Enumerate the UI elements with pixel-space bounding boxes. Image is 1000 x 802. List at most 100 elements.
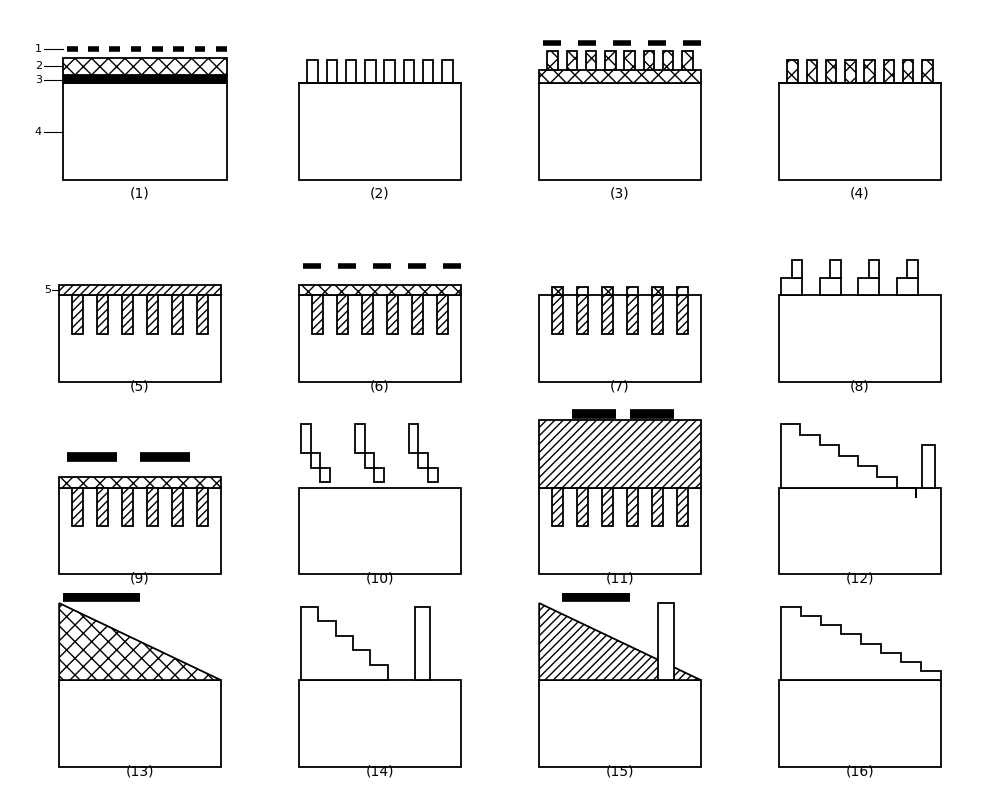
Bar — [299, 680, 461, 767]
Bar — [311, 453, 320, 468]
Bar — [779, 83, 941, 180]
Bar — [586, 51, 596, 70]
Bar — [387, 295, 398, 334]
Polygon shape — [301, 607, 388, 680]
Polygon shape — [59, 603, 221, 680]
Bar — [792, 261, 802, 277]
Bar — [903, 60, 913, 83]
Bar — [320, 468, 330, 482]
Bar — [552, 488, 563, 526]
Text: 4: 4 — [35, 127, 42, 136]
Bar — [365, 60, 376, 83]
Bar — [677, 287, 688, 295]
Bar — [652, 287, 663, 295]
Text: 3: 3 — [35, 75, 42, 84]
Bar — [864, 60, 875, 83]
Bar — [677, 295, 688, 334]
Bar — [869, 261, 879, 277]
Text: 2: 2 — [35, 61, 42, 71]
Text: (10): (10) — [366, 572, 394, 585]
Bar — [418, 453, 428, 468]
Bar — [374, 468, 384, 482]
Text: (15): (15) — [606, 764, 634, 778]
Bar — [652, 295, 663, 334]
Bar — [63, 83, 227, 180]
Text: (5): (5) — [130, 379, 150, 393]
Bar — [605, 51, 616, 70]
Bar — [644, 51, 654, 70]
Text: (7): (7) — [610, 379, 630, 393]
Bar — [312, 295, 323, 334]
Bar — [307, 60, 318, 83]
Text: (6): (6) — [370, 379, 390, 393]
Bar — [355, 424, 365, 453]
Bar — [922, 60, 933, 83]
Bar — [820, 277, 841, 295]
Text: (11): (11) — [606, 572, 634, 585]
Bar — [577, 488, 588, 526]
Bar — [122, 488, 133, 526]
Polygon shape — [781, 424, 916, 498]
Bar — [539, 295, 701, 382]
Text: (12): (12) — [846, 572, 874, 585]
Text: (16): (16) — [846, 764, 874, 778]
Bar — [423, 60, 433, 83]
Bar — [299, 83, 461, 180]
Bar — [172, 488, 183, 526]
Bar — [197, 488, 208, 526]
Bar — [547, 51, 558, 70]
Bar — [539, 70, 701, 83]
Text: (14): (14) — [366, 764, 394, 778]
Bar — [337, 295, 348, 334]
Bar — [197, 295, 208, 334]
Bar — [567, 51, 577, 70]
Bar — [624, 51, 635, 70]
Bar — [907, 261, 918, 277]
Bar — [826, 60, 836, 83]
Bar — [409, 424, 418, 453]
Bar — [779, 295, 941, 382]
Bar — [301, 424, 311, 453]
Bar — [362, 295, 373, 334]
Bar — [428, 468, 438, 482]
Bar — [858, 277, 879, 295]
Bar — [346, 60, 356, 83]
Bar — [807, 60, 817, 83]
Bar — [72, 295, 83, 334]
Bar — [779, 680, 941, 767]
Text: (3): (3) — [610, 187, 630, 200]
Bar — [677, 488, 688, 526]
Bar — [787, 60, 798, 83]
Bar — [830, 261, 841, 277]
Bar — [663, 51, 673, 70]
Bar — [72, 488, 83, 526]
Bar — [437, 295, 448, 334]
Text: (1): (1) — [130, 187, 150, 200]
Bar — [63, 75, 227, 83]
Bar — [412, 295, 423, 334]
Bar — [897, 277, 918, 295]
Text: (8): (8) — [850, 379, 870, 393]
Text: 5: 5 — [44, 286, 51, 295]
Bar — [577, 295, 588, 334]
Bar — [922, 445, 935, 488]
Bar — [652, 488, 663, 526]
Bar — [884, 60, 894, 83]
Bar — [845, 60, 856, 83]
Bar — [63, 59, 227, 75]
Bar — [299, 295, 461, 382]
Text: 1: 1 — [35, 44, 42, 54]
Bar — [365, 453, 374, 468]
Bar — [779, 488, 941, 574]
Text: (9): (9) — [130, 572, 150, 585]
Text: (4): (4) — [850, 187, 870, 200]
Bar — [682, 51, 693, 70]
Bar — [781, 277, 802, 295]
Bar — [602, 295, 613, 334]
Bar — [627, 287, 638, 295]
Bar — [404, 60, 414, 83]
Bar — [59, 295, 221, 382]
Bar — [327, 60, 337, 83]
Polygon shape — [539, 603, 701, 680]
Bar — [442, 60, 453, 83]
